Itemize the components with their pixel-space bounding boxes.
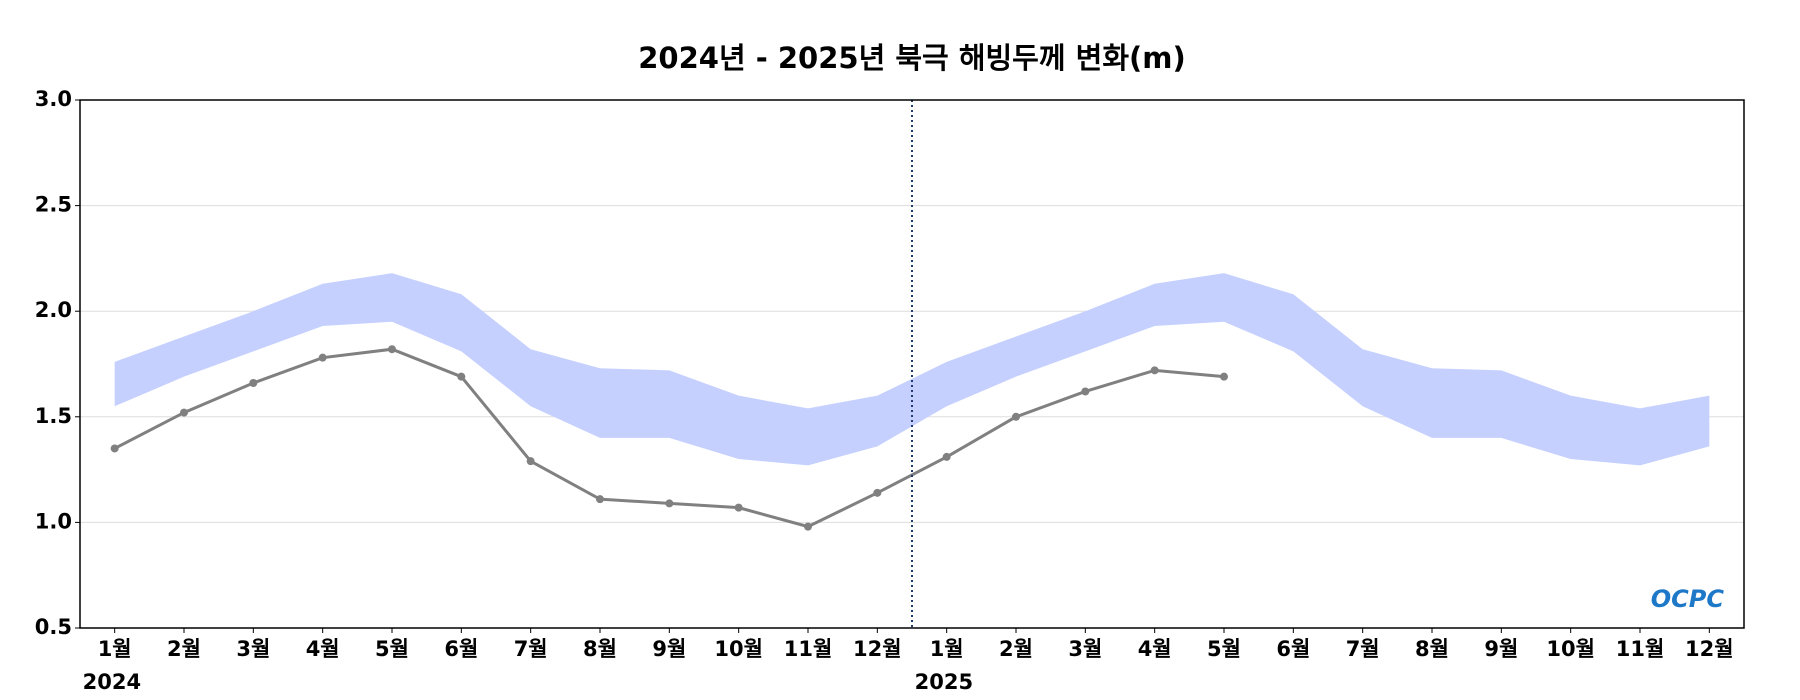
point [388,345,396,354]
y-tick-label: 2.0 [35,298,72,322]
x-tick-label: 6월 [1276,637,1310,661]
x-tick-label: 7월 [1346,637,1380,661]
point [1150,366,1159,375]
x-tick-label: 11월 [784,637,833,661]
point [457,372,466,381]
point [942,452,951,461]
x-tick-label: 7월 [514,637,548,661]
x-tick-label: 1월 [98,637,132,661]
x-tick-label: 3월 [1068,637,1102,661]
point [873,488,882,497]
y-tick-label: 2.5 [35,193,72,217]
chart-title: 2024년 - 2025년 북극 해빙두께 변화(m) [638,41,1185,75]
year-label: 2025 [915,670,973,694]
x-tick-label: 9월 [652,637,686,661]
point [734,503,743,512]
point [1220,372,1228,381]
plot-frame [79,99,1745,629]
point [110,444,119,453]
x-tick-label: 5월 [375,637,409,661]
x-tick-label: 11월 [1616,637,1665,661]
x-tick-label: 12월 [853,637,902,661]
year-label: 2024 [83,670,141,694]
point [665,499,674,508]
x-tick-label: 3월 [236,637,270,661]
x-tick-label: 5월 [1207,637,1241,661]
x-tick-label: 10월 [1546,637,1595,661]
y-tick-label: 0.5 [35,615,72,639]
x-tick-label: 6월 [444,637,478,661]
range-band [114,273,1710,466]
point [318,353,327,362]
x-tick-label: 12월 [1685,637,1734,661]
point [1012,412,1020,421]
x-tick-label: 2월 [999,637,1033,661]
x-tick-label: 8월 [1415,637,1449,661]
y-tick-label: 1.0 [35,509,72,533]
point [596,495,604,504]
point [180,408,188,417]
x-tick-label: 4월 [306,637,340,661]
x-tick-label: 10월 [714,637,763,661]
y-tick-label: 3.0 [35,87,72,111]
x-tick-label: 9월 [1484,637,1518,661]
x-tick-label: 8월 [583,637,617,661]
point [804,522,812,531]
y-tick-label: 1.5 [35,404,72,428]
x-tick-label: 1월 [930,637,964,661]
x-tick-label: 4월 [1138,637,1172,661]
point [249,379,258,388]
point [526,457,535,466]
point [1081,387,1090,396]
logo: OCPC [1651,585,1725,613]
x-tick-label: 2월 [167,637,201,661]
